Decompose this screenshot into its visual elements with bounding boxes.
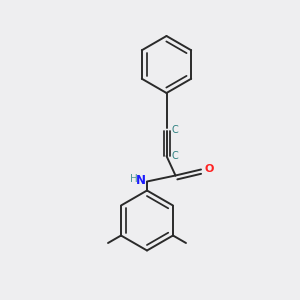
Text: O: O <box>205 164 214 174</box>
Text: H: H <box>130 174 137 184</box>
Text: N: N <box>136 173 146 187</box>
Text: C: C <box>171 151 178 161</box>
Text: C: C <box>171 124 178 135</box>
